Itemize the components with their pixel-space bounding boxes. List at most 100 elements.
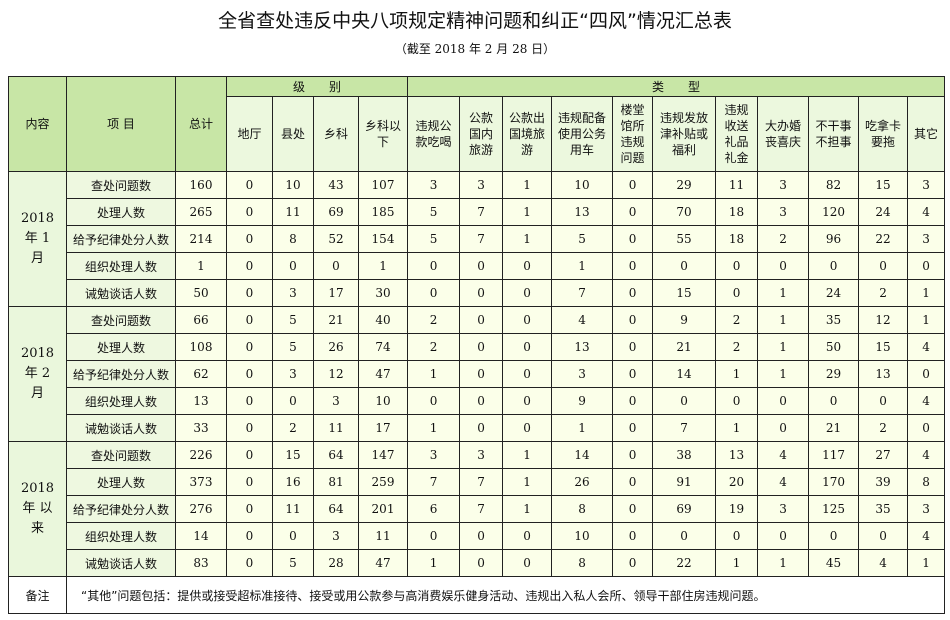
table-row: 诫勉谈话人数 50 0 3 17 30 0 0 0 7 0 15 0 1 24 2 1 [9,279,946,307]
summary-table: 内容 项 目 总计 级 别 类 型 地厅 县处 乡科 乡科以下 违规公款吃喝 公款国内旅游… [8,76,946,614]
cell-value: 0 [226,441,273,469]
cell-value: 0 [612,387,654,415]
row-item-label: 诫勉谈话人数 [66,279,176,307]
cell-value: 96 [808,225,860,253]
cell-value: 4 [907,333,946,361]
cell-value: 0 [226,522,273,550]
cell-value: 0 [502,387,553,415]
cell-value: 107 [357,171,409,199]
cell-value: 0 [459,549,504,577]
cell-value: 4 [757,441,810,469]
cell-value: 0 [612,306,654,334]
cell-value: 3 [907,171,946,199]
cell-value: 10 [272,171,314,199]
cell-value: 47 [357,360,409,388]
cell-value: 3 [757,495,810,523]
cell-value: 82 [808,171,860,199]
cell-value: 13 [858,360,909,388]
cell-value: 0 [502,333,553,361]
cell-value: 14 [652,360,717,388]
header-type-3: 违规配备使用公务用车 [551,96,614,172]
cell-value: 10 [357,387,409,415]
cell-value: 0 [652,252,717,280]
cell-value: 22 [858,225,909,253]
cell-value: 0 [612,225,654,253]
page-subtitle: （截至 2018 年 2 月 28 日） [394,42,556,56]
cell-value: 0 [226,468,273,496]
cell-value: 17 [357,414,409,442]
cell-value: 0 [612,198,654,226]
cell-value: 1 [502,441,553,469]
cell-total: 226 [175,441,227,469]
table-row: 2018 年 1 月查处问题数 160 0 10 43 107 3 3 1 10 0 29 11 3 82 1… [8,171,946,307]
cell-value: 15 [272,441,314,469]
cell-value: 15 [858,171,909,199]
cell-value: 154 [357,225,409,253]
table-row: 处理人数 108 0 5 26 74 2 0 0 13 0 21 2 1 50 15 4 [9,333,946,361]
cell-value: 3 [272,360,314,388]
cell-value: 5 [272,333,314,361]
cell-value: 0 [226,279,273,307]
header-type-7: 大办婚丧喜庆 [757,96,810,172]
cell-value: 47 [357,549,409,577]
cell-value: 0 [502,522,553,550]
cell-value: 0 [459,387,504,415]
cell-value: 38 [652,441,717,469]
cell-total: 373 [175,468,227,496]
header-type-9: 吃拿卡要拖 [858,96,909,172]
cell-value: 1 [907,549,946,577]
cell-value: 0 [272,522,314,550]
cell-value: 0 [612,171,654,199]
cell-value: 1 [715,360,759,388]
cell-value: 1 [502,171,553,199]
cell-value: 0 [272,387,314,415]
cell-value: 0 [313,252,359,280]
cell-value: 30 [357,279,409,307]
table-row: 诫勉谈话人数 33 0 2 11 17 1 0 0 1 0 7 1 0 21 2 0 [9,414,946,442]
cell-total: 50 [175,279,227,307]
cell-value: 40 [357,306,409,334]
table-row: 组织处理人数 1 0 0 0 1 0 0 0 1 0 0 0 0 0 0 0 [9,252,946,280]
cell-value: 0 [407,522,461,550]
cell-value: 1 [757,549,810,577]
cell-value: 5 [407,225,461,253]
cell-value: 4 [757,468,810,496]
cell-value: 1 [407,360,461,388]
cell-value: 0 [226,495,273,523]
cell-value: 16 [272,468,314,496]
cell-value: 1 [502,468,553,496]
cell-value: 64 [313,441,359,469]
cell-value: 0 [612,522,654,550]
row-item-label: 组织处理人数 [66,522,176,550]
cell-value: 0 [226,225,273,253]
cell-value: 0 [502,549,553,577]
cell-value: 0 [757,522,810,550]
cell-value: 1 [757,279,810,307]
cell-value: 125 [808,495,860,523]
cell-value: 7 [652,414,717,442]
cell-value: 12 [858,306,909,334]
cell-value: 0 [612,495,654,523]
cell-value: 5 [551,225,614,253]
page-title: 全省查处违反中央八项规定精神问题和纠正“四风”情况汇总表 [218,10,732,32]
cell-total: 160 [175,171,227,199]
cell-value: 21 [313,306,359,334]
header-type-8: 不干事不担事 [808,96,860,172]
cell-value: 43 [313,171,359,199]
cell-value: 2 [757,225,810,253]
cell-value: 3 [459,171,504,199]
cell-value: 0 [459,252,504,280]
cell-total: 33 [175,414,227,442]
cell-value: 0 [226,387,273,415]
cell-value: 0 [858,387,909,415]
cell-value: 3 [407,171,461,199]
cell-total: 108 [175,333,227,361]
cell-value: 0 [226,360,273,388]
cell-value: 39 [858,468,909,496]
cell-value: 2 [858,279,909,307]
cell-value: 259 [357,468,409,496]
cell-value: 8 [272,225,314,253]
cell-value: 6 [407,495,461,523]
cell-value: 9 [652,306,717,334]
cell-value: 0 [226,306,273,334]
